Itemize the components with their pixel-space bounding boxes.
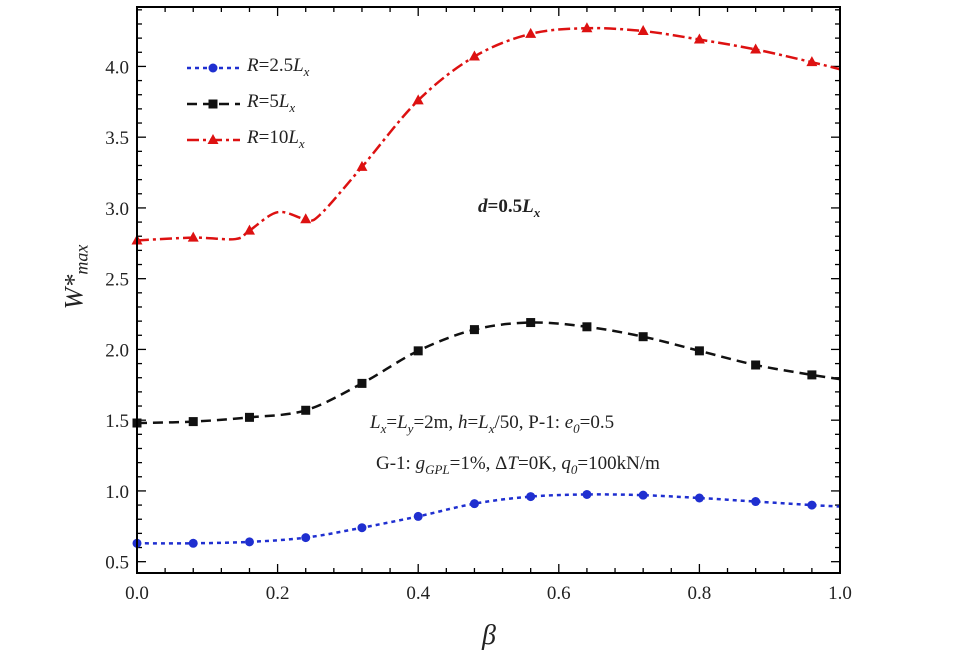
data-point [694, 346, 704, 356]
series-line-2 [136, 321, 841, 425]
x-tick-label: 0.0 [125, 583, 149, 604]
x-tick-label: 0.6 [547, 583, 571, 604]
data-point [413, 346, 423, 356]
plot-frame [136, 6, 841, 574]
data-point [469, 499, 479, 509]
y-tick-label: 3.0 [105, 199, 129, 220]
data-point [468, 50, 480, 61]
data-point [413, 511, 423, 521]
data-point [412, 94, 424, 105]
parameters-line-2: G-1: gGPL=1%, ΔT=0K, q0=100kN/m [376, 453, 660, 477]
y-tick-label: 2.0 [105, 340, 129, 361]
data-point [638, 332, 648, 342]
y-axis-label: W*max [59, 244, 92, 310]
data-point [187, 231, 199, 242]
data-point [694, 493, 704, 503]
x-tick-label: 1.0 [828, 583, 852, 604]
data-point [751, 497, 761, 507]
data-point [638, 490, 648, 500]
data-point [356, 160, 368, 171]
data-point [244, 412, 254, 422]
x-axis-label: β [482, 620, 496, 651]
data-point [301, 405, 311, 415]
x-tick-label: 0.4 [406, 583, 430, 604]
y-tick-label: 3.5 [105, 128, 129, 149]
data-point [300, 213, 312, 224]
legend-item-2: R=5Lx [247, 91, 296, 115]
data-point [357, 523, 367, 533]
x-tick-label: 0.8 [688, 583, 712, 604]
x-tick-label: 0.2 [266, 583, 290, 604]
data-point [806, 56, 818, 67]
data-point [243, 224, 255, 235]
legend-item-1: R=2.5Lx [247, 55, 310, 79]
parameters-line-1: Lx=Ly=2m, h=Lx/50, P-1: e0=0.5 [370, 412, 615, 436]
data-point [525, 27, 537, 38]
y-tick-label: 1.0 [105, 482, 129, 503]
data-point [582, 322, 592, 332]
series-line-1 [136, 493, 841, 545]
data-point [581, 22, 593, 33]
data-point [188, 538, 198, 548]
data-point [807, 500, 817, 510]
data-point [469, 325, 479, 335]
data-point [750, 43, 762, 54]
y-tick-label: 1.5 [105, 411, 129, 432]
legend-item-3: R=10Lx [247, 127, 305, 151]
data-point [751, 360, 761, 370]
legend-marker-2 [208, 99, 218, 109]
legend-marker-1 [208, 63, 218, 73]
data-point [637, 25, 649, 36]
y-tick-label: 2.5 [105, 270, 129, 291]
data-point [526, 492, 536, 502]
y-tick-label: 4.0 [105, 57, 129, 78]
data-point [693, 33, 705, 44]
data-point [301, 533, 311, 543]
d-annotation: d=0.5Lx [478, 196, 541, 220]
data-point [357, 378, 367, 388]
data-point [582, 489, 592, 499]
data-point [526, 318, 536, 328]
y-tick-label: 0.5 [105, 553, 129, 574]
legend-marker-3 [207, 134, 219, 144]
data-point [244, 537, 254, 547]
data-point [807, 370, 817, 380]
data-point [188, 417, 198, 427]
